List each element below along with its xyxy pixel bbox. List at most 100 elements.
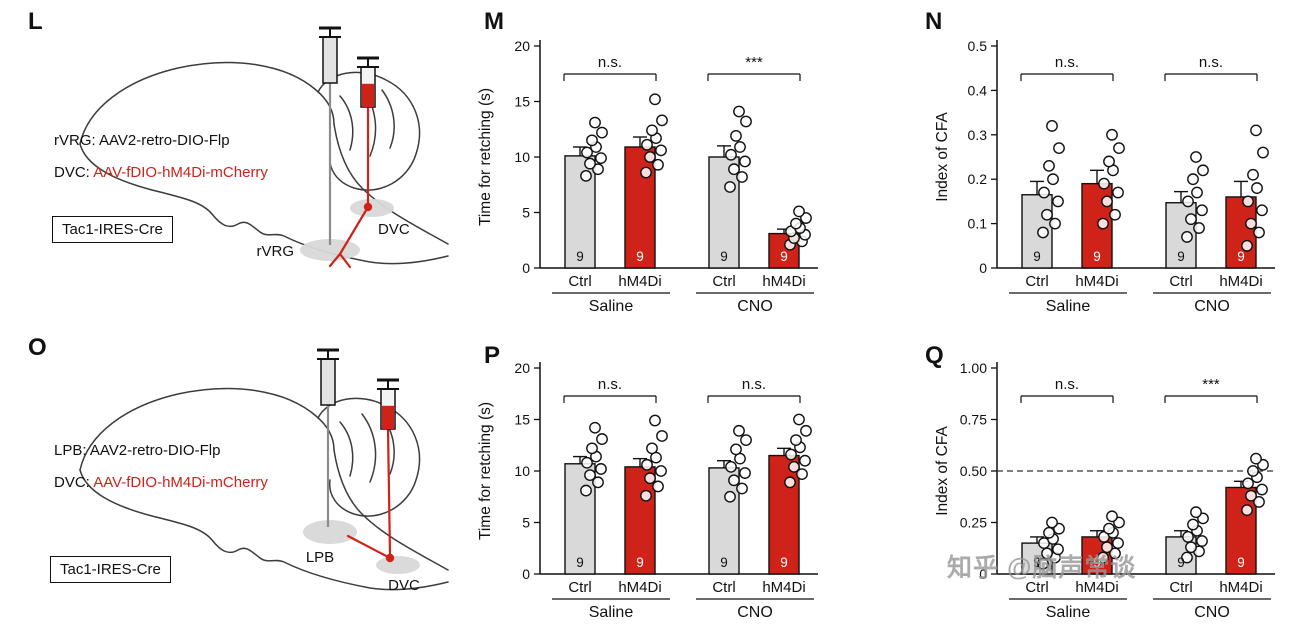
data-point xyxy=(649,414,661,427)
x-category-label: Ctrl xyxy=(568,273,591,290)
n-label: 9 xyxy=(720,249,728,264)
n-label: 9 xyxy=(1177,249,1185,264)
data-point xyxy=(796,468,808,480)
data-point xyxy=(586,442,598,455)
data-point xyxy=(1037,226,1049,239)
n-label: 9 xyxy=(1237,555,1245,570)
significance-label: n.s. xyxy=(598,54,622,71)
data-point xyxy=(1256,204,1268,217)
dvc-terminal-dot xyxy=(363,202,373,212)
data-point xyxy=(790,217,802,230)
injection-label-2: DVC: AAV-fDIO-hM4Di-mCherry xyxy=(54,474,268,491)
data-point xyxy=(1242,195,1254,208)
data-point xyxy=(641,138,653,151)
data-point xyxy=(1109,208,1121,221)
data-point xyxy=(724,181,736,193)
data-point xyxy=(725,460,737,473)
y-tick-label: 15 xyxy=(514,412,530,428)
x-category-label: Ctrl xyxy=(1169,579,1192,596)
panel-label-L: L xyxy=(28,8,43,35)
data-point xyxy=(589,421,601,434)
data-point xyxy=(800,424,812,437)
data-point xyxy=(595,152,607,165)
significance-label: n.s. xyxy=(1055,376,1079,393)
y-tick-label: 0.2 xyxy=(968,171,988,187)
brain-svg: rVRG DVC xyxy=(79,26,449,269)
data-point xyxy=(1112,537,1124,550)
data-point xyxy=(1187,518,1199,531)
virus-line2-name: AAV-fDIO-hM4Di-mCherry xyxy=(93,474,268,491)
x-category-label: Ctrl xyxy=(1025,273,1048,290)
group-label: Saline xyxy=(589,604,634,621)
virus-line2-name: AAV-fDIO-hM4Di-mCherry xyxy=(93,164,268,181)
site-label-DVC: DVC xyxy=(388,577,420,594)
data-point xyxy=(793,205,805,218)
brain-outline xyxy=(79,61,335,145)
brain-outline xyxy=(317,71,421,191)
panel-label-O: O xyxy=(28,334,47,361)
x-category-label: hM4Di xyxy=(762,579,805,596)
data-point xyxy=(1250,124,1262,137)
injection-label-1: rVRG: AAV2-retro-DIO-Flp xyxy=(54,132,230,149)
significance-label: *** xyxy=(1202,376,1220,393)
data-point xyxy=(1187,173,1199,186)
y-tick-label: 15 xyxy=(514,94,530,110)
n-label: 9 xyxy=(1033,249,1041,264)
panel-label-N: N xyxy=(925,8,943,35)
syringe-body xyxy=(320,358,336,406)
data-point xyxy=(1052,195,1064,208)
n-label: 9 xyxy=(636,555,644,570)
y-tick-label: 0.25 xyxy=(960,515,987,531)
data-point xyxy=(595,463,607,475)
data-point xyxy=(1103,155,1115,168)
chart-N: 0 0.1 0.2 0.3 0.4 0.5 Index of CFA 9 Ctrl 9 hM4Di 9… xyxy=(925,10,1295,333)
data-point xyxy=(1109,547,1121,560)
data-point xyxy=(644,151,656,163)
data-point xyxy=(1038,186,1050,199)
chart-svg-Q: 0 0.25 0.50 0.75 1.00 Index of CFA 9 Ctrl 9 hM4Di… xyxy=(934,360,1275,621)
data-point xyxy=(1052,543,1064,556)
data-point xyxy=(1181,551,1193,564)
mouse-line-box: Tac1-IRES-Cre xyxy=(50,556,171,583)
data-point xyxy=(1185,541,1197,554)
syringe-liquid xyxy=(382,405,394,429)
significance-label: *** xyxy=(745,54,763,71)
data-point xyxy=(581,146,593,159)
data-point xyxy=(656,114,668,127)
y-tick-label: 0.50 xyxy=(960,463,987,479)
panel-Q: Q 0 0.25 0.50 0.75 1.00 Index of CFA 9 Ctrl 9 hM4… xyxy=(905,336,1305,629)
data-point xyxy=(799,454,811,467)
data-point xyxy=(652,480,664,493)
chart-M: 0 5 10 15 20 Time for retching (s) 9 Ctrl 9 hM4Di… xyxy=(468,10,838,333)
site-label-DVC: DVC xyxy=(378,221,410,238)
significance-label: n.s. xyxy=(1199,54,1223,71)
data-point xyxy=(733,424,745,437)
data-point xyxy=(656,430,668,442)
y-axis-title: Index of CFA xyxy=(934,426,951,516)
data-point xyxy=(1043,526,1055,539)
syringe-liquid xyxy=(362,83,374,107)
n-label: 9 xyxy=(576,555,584,570)
y-tick-label: 10 xyxy=(514,149,530,165)
panel-label-M: M xyxy=(484,8,504,35)
data-point xyxy=(646,442,658,455)
mouse-line-box: Tac1-IRES-Cre xyxy=(52,216,173,243)
y-tick-label: 0 xyxy=(979,260,987,276)
data-point xyxy=(1097,551,1109,564)
panel-P: P 0 5 10 15 20 Time for retching (s) 9 Ctrl 9 hM4… xyxy=(468,336,878,629)
data-point xyxy=(1256,483,1268,496)
brain-outline xyxy=(339,421,354,477)
data-point xyxy=(1245,217,1257,230)
chart-svg-N: 0 0.1 0.2 0.3 0.4 0.5 Index of CFA 9 Ctrl 9 hM4Di 9… xyxy=(934,38,1275,315)
data-point xyxy=(655,144,667,157)
data-point xyxy=(784,476,796,489)
injection-label-2: DVC: AAV-fDIO-hM4Di-mCherry xyxy=(54,164,268,181)
data-point xyxy=(1196,535,1208,547)
projection-line xyxy=(338,205,370,256)
group-label: Saline xyxy=(1046,604,1091,621)
data-point xyxy=(584,157,596,170)
bar-hM4Di-Saline xyxy=(624,466,656,575)
data-point xyxy=(730,130,742,142)
data-point xyxy=(589,116,601,129)
